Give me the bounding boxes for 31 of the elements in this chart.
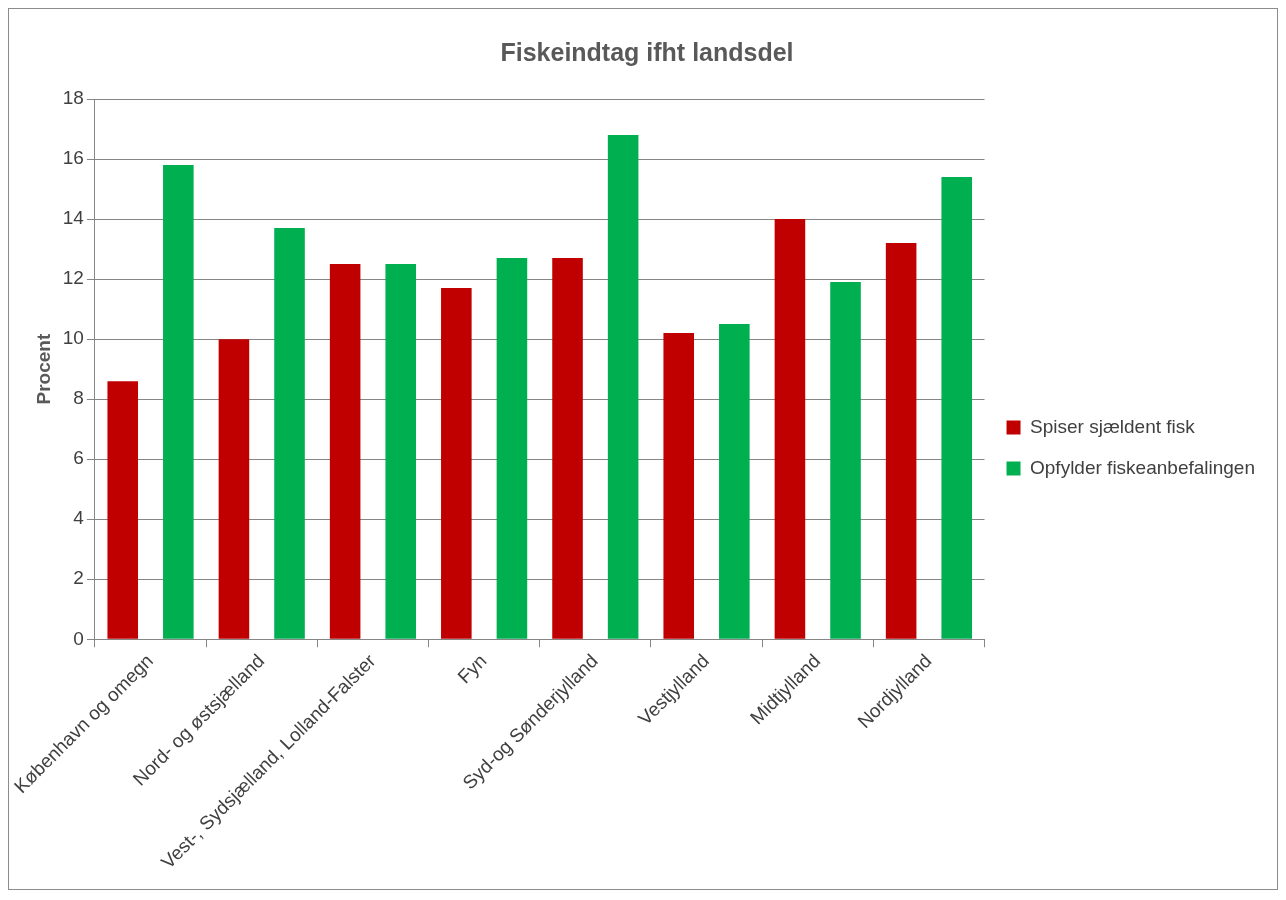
y-tick-label: 18: [62, 87, 84, 109]
bar: [441, 288, 472, 639]
y-tick-label: 10: [62, 327, 84, 349]
bar: [830, 282, 861, 639]
bar: [496, 258, 528, 639]
x-tick-label: Fyn: [453, 650, 491, 688]
y-tick-label: 16: [62, 147, 84, 169]
chart-title: Fiskeindtag ifht landsdel: [500, 37, 794, 66]
bar: [719, 324, 750, 639]
y-tick-label: 12: [62, 267, 84, 289]
bar: [663, 333, 695, 639]
bar: [774, 219, 806, 639]
bar: [607, 135, 639, 639]
y-tick-label: 0: [73, 627, 84, 649]
y-tick-label: 4: [73, 507, 85, 529]
bar: [941, 177, 973, 639]
bar: [107, 381, 139, 639]
y-tick-label: 14: [62, 207, 85, 229]
y-axis-title: Procent: [32, 333, 54, 405]
y-tick-label: 2: [73, 567, 84, 589]
y-tick-label: 6: [73, 447, 84, 469]
bar: [885, 243, 917, 639]
bar: [218, 339, 250, 639]
bar: [274, 228, 305, 639]
legend-label: Opfylder fiskeanbefalingen: [1030, 456, 1256, 478]
bar: [329, 264, 361, 639]
y-tick-label: 8: [73, 387, 84, 409]
bar: [385, 264, 417, 639]
bar: [163, 165, 194, 639]
legend-label: Spiser sjældent fisk: [1030, 415, 1196, 437]
bar: [552, 258, 583, 639]
